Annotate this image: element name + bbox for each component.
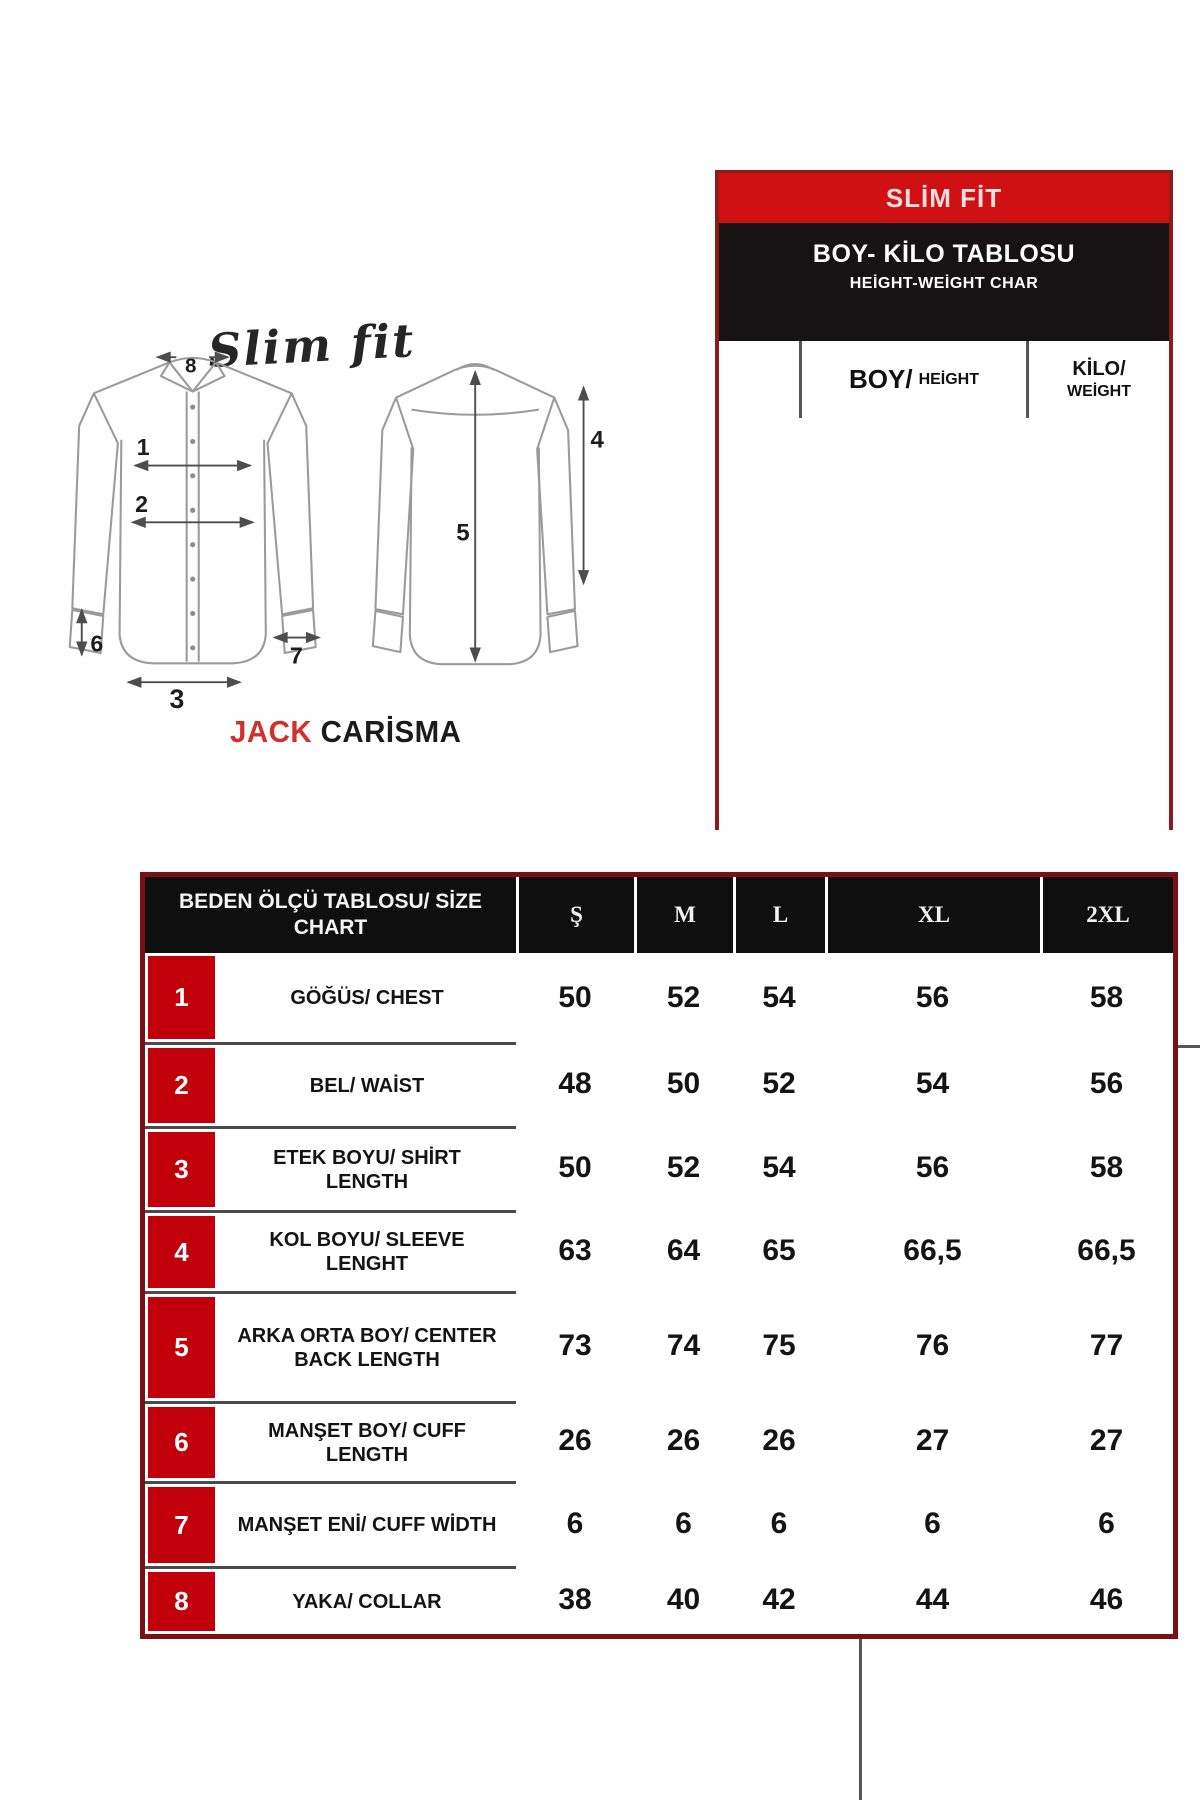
button-dots (190, 404, 196, 651)
measurement-label: MANŞET BOY/ CUFF LENGTH (218, 1401, 516, 1481)
measure-label-5: 5 (456, 519, 469, 546)
value-s: 63 (558, 1233, 592, 1267)
size-chart-title: BEDEN ÖLÇÜ TABLOSU/ SİZE CHART (145, 877, 516, 953)
value-s: 50 (558, 980, 592, 1014)
row-number: 7 (145, 1481, 218, 1566)
value-2xl: 46 (1089, 1583, 1124, 1616)
value-xl: 44 (915, 1583, 950, 1616)
value-l: 54 (762, 1151, 796, 1184)
back-measure-arrows (469, 369, 590, 663)
corner-cell (719, 341, 799, 418)
value-2xl: 27 (1089, 1424, 1124, 1457)
value-l: 75 (762, 1329, 796, 1362)
brand-logo-carisma: CARİSMA (320, 714, 462, 749)
measure-label-7: 7 (290, 642, 303, 668)
value-s: 26 (558, 1424, 592, 1457)
value-m: 74 (666, 1329, 701, 1362)
value-2xl: 6 (1098, 1506, 1115, 1540)
measurement-label: YAKA/ COLLAR (218, 1566, 516, 1634)
value-m: 52 (666, 1151, 701, 1184)
measurement-label: BEL/ WAİST (218, 1042, 516, 1126)
value-xl: 66,5 (903, 1233, 962, 1267)
row-number: 3 (145, 1126, 218, 1210)
value-xl: 56 (915, 980, 950, 1014)
measure-label-3: 3 (169, 684, 184, 714)
value-s: 38 (558, 1583, 592, 1616)
height-weight-table: SLİM FİT BOY- KİLO TABLOSU HEİGHT-WEİGHT… (715, 170, 1200, 1800)
shirt-measurement-diagram: 1 2 3 6 7 8 5 4 (68, 351, 604, 714)
value-m: 50 (666, 1067, 701, 1100)
measurement-label: MANŞET ENİ/ CUFF WİDTH (218, 1481, 516, 1566)
value-l: 52 (762, 1067, 796, 1100)
brand-logo-jack: JACK (230, 714, 313, 749)
row-number: 4 (145, 1210, 218, 1291)
value-xl: 27 (915, 1424, 950, 1457)
column-header-s: Ş (516, 877, 634, 953)
row-number: 1 (145, 953, 218, 1042)
front-shirt-outline (68, 356, 317, 665)
value-m: 52 (666, 980, 701, 1014)
value-s: 48 (558, 1067, 592, 1100)
value-l: 26 (762, 1424, 796, 1457)
column-header-m: M (634, 877, 733, 953)
body-measurements-table: BEDEN ÖLÇÜ TABLOSU/ SİZE CHART Ş M L XL … (140, 872, 1178, 1639)
front-measure-labels: 1 2 3 6 7 8 (90, 355, 302, 714)
value-2xl: 66,5 (1077, 1233, 1136, 1267)
column-header-weight: KİLO/ WEİGHT (1026, 341, 1169, 418)
value-l: 42 (762, 1583, 796, 1616)
value-m: 26 (666, 1424, 701, 1457)
row-number: 2 (145, 1042, 218, 1126)
column-header-height: BOY/ HEİGHT (799, 341, 1026, 418)
height-weight-table-heading: BOY- KİLO TABLOSU HEİGHT-WEİGHT CHAR (719, 223, 1169, 341)
measure-label-6: 6 (90, 630, 103, 656)
row-number: 5 (145, 1291, 218, 1401)
front-measure-arrows (76, 351, 322, 688)
column-header-xl: XL (825, 877, 1040, 953)
heading-turkish: BOY- KİLO TABLOSU (812, 240, 1076, 268)
value-s: 50 (558, 1151, 592, 1184)
value-2xl: 58 (1089, 980, 1124, 1014)
value-l: 65 (762, 1233, 796, 1267)
measurement-label: KOL BOYU/ SLEEVE LENGHT (218, 1210, 516, 1291)
column-header-2xl: 2XL (1040, 877, 1173, 953)
measurement-label: ETEK BOYU/ SHİRT LENGTH (218, 1126, 516, 1210)
value-xl: 56 (915, 1151, 950, 1184)
measurement-label: GÖĞÜS/ CHEST (290, 986, 444, 1009)
value-xl: 76 (915, 1329, 950, 1362)
value-2xl: 77 (1089, 1329, 1124, 1362)
fit-type-header: SLİM FİT (719, 173, 1169, 223)
measure-label-4: 4 (590, 426, 604, 453)
back-measure-labels: 5 4 (456, 426, 604, 546)
height-weight-grid: BOY/ HEİGHT KİLO/ WEİGHT S 160 - 170 - 1… (719, 341, 1200, 1800)
column-header-l: L (733, 877, 825, 953)
value-m: 6 (675, 1506, 692, 1540)
value-s: 6 (566, 1506, 584, 1540)
value-2xl: 58 (1089, 1151, 1124, 1184)
value-2xl: 56 (1089, 1067, 1124, 1100)
measurement-label: ARKA ORTA BOY/ CENTER BACK LENGTH (218, 1291, 516, 1401)
measure-label-2: 2 (135, 491, 148, 517)
value-xl: 6 (924, 1506, 941, 1540)
value-m: 40 (666, 1583, 701, 1616)
value-l: 6 (770, 1506, 788, 1540)
measure-label-8: 8 (185, 355, 196, 378)
brand-logo: JACK CARİSMA (230, 714, 461, 750)
value-s: 73 (558, 1329, 592, 1362)
value-l: 54 (762, 980, 796, 1014)
row-number: 6 (145, 1401, 218, 1481)
value-m: 64 (666, 1233, 701, 1267)
measure-label-1: 1 (137, 434, 150, 460)
row-number: 8 (145, 1566, 218, 1634)
value-xl: 54 (915, 1067, 950, 1100)
heading-english: HEİGHT-WEİGHT CHAR (849, 275, 1039, 292)
